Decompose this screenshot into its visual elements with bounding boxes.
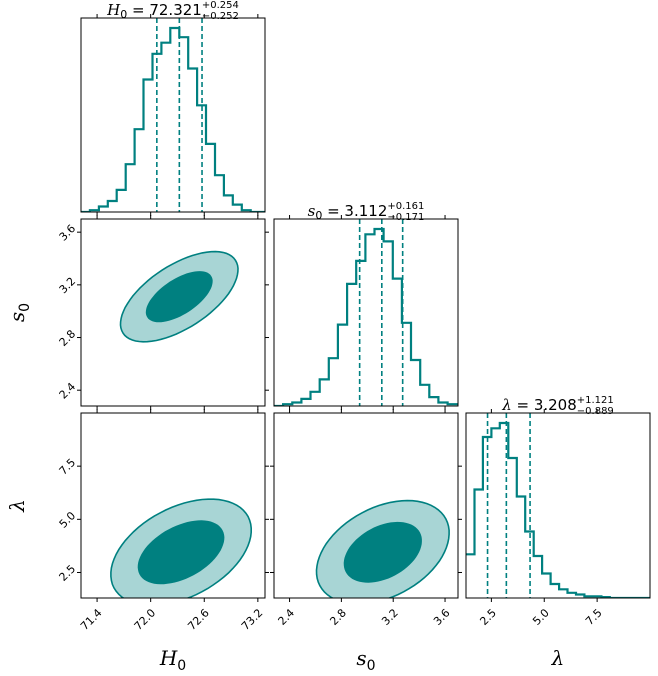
panel-frame-1-0 bbox=[80, 218, 266, 407]
contour-inner-H0-s0 bbox=[145, 271, 213, 323]
histogram-lambda bbox=[466, 421, 650, 598]
y-tick-label-s0-2: 3.2 bbox=[57, 275, 79, 297]
labels: 71.4 72.0 72.6 73.2 2.4 2.8 3.2 3.6 2.5 5.0 7.5 2.4… bbox=[5, 0, 614, 674]
x-axis-label-H0: H0 bbox=[159, 646, 186, 674]
panel-frame-0-0 bbox=[80, 17, 266, 213]
panel-frame-2-2 bbox=[465, 412, 651, 599]
histogram-H0 bbox=[81, 26, 265, 212]
histogram-s0 bbox=[274, 227, 458, 406]
title-s0: s0 = 3.112+0.161 −0.171 bbox=[308, 201, 425, 223]
x-tick-label-s0-2: 3.2 bbox=[379, 606, 401, 628]
x-tick-label-H0-1: 72.0 bbox=[132, 606, 159, 633]
panel-frame-2-1 bbox=[273, 412, 459, 599]
x-axis-label-lambda: λ bbox=[551, 646, 565, 670]
y-tick-label-s0-3: 3.6 bbox=[57, 222, 79, 244]
x-axis-label-s0: s0 bbox=[356, 646, 375, 674]
y-axis-label-s0: s0 bbox=[5, 303, 33, 322]
contour-inner-s0-lambda bbox=[343, 521, 422, 583]
x-tick-label-H0-2: 72.6 bbox=[185, 606, 212, 633]
x-tick-label-lambda-1: 5.0 bbox=[530, 606, 552, 628]
y-axis-label-lambda: λ bbox=[5, 499, 29, 513]
contour-inner-H0-lambda bbox=[137, 520, 225, 585]
panel-frame-2-0 bbox=[80, 412, 266, 599]
y-tick-label-lambda-1: 5.0 bbox=[57, 509, 79, 531]
x-tick-label-s0-3: 3.6 bbox=[431, 606, 453, 628]
y-tick-label-lambda-0: 2.5 bbox=[57, 562, 79, 584]
panel-frame-1-1 bbox=[273, 218, 459, 407]
x-tick-label-lambda-0: 2.5 bbox=[477, 606, 499, 628]
x-tick-label-H0-3: 73.2 bbox=[239, 606, 266, 633]
y-tick-label-s0-1: 2.8 bbox=[57, 327, 79, 349]
x-tick-label-H0-0: 71.4 bbox=[78, 606, 105, 633]
x-tick-label-lambda-2: 7.5 bbox=[583, 606, 605, 628]
y-tick-label-lambda-2: 7.5 bbox=[57, 456, 79, 478]
y-tick-label-s0-0: 2.4 bbox=[57, 380, 79, 402]
x-tick-label-s0-0: 2.4 bbox=[276, 606, 298, 628]
axis-ticks bbox=[77, 14, 598, 602]
panel-frames bbox=[80, 17, 651, 599]
title-lambda: λ = 3.208+1.121 −0.889 bbox=[501, 395, 614, 417]
contour-fills bbox=[110, 250, 450, 598]
histograms bbox=[81, 18, 650, 598]
title-H0: H0 = 72.321+0.254 −0.252 bbox=[106, 0, 239, 22]
x-tick-label-s0-1: 2.8 bbox=[327, 606, 349, 628]
